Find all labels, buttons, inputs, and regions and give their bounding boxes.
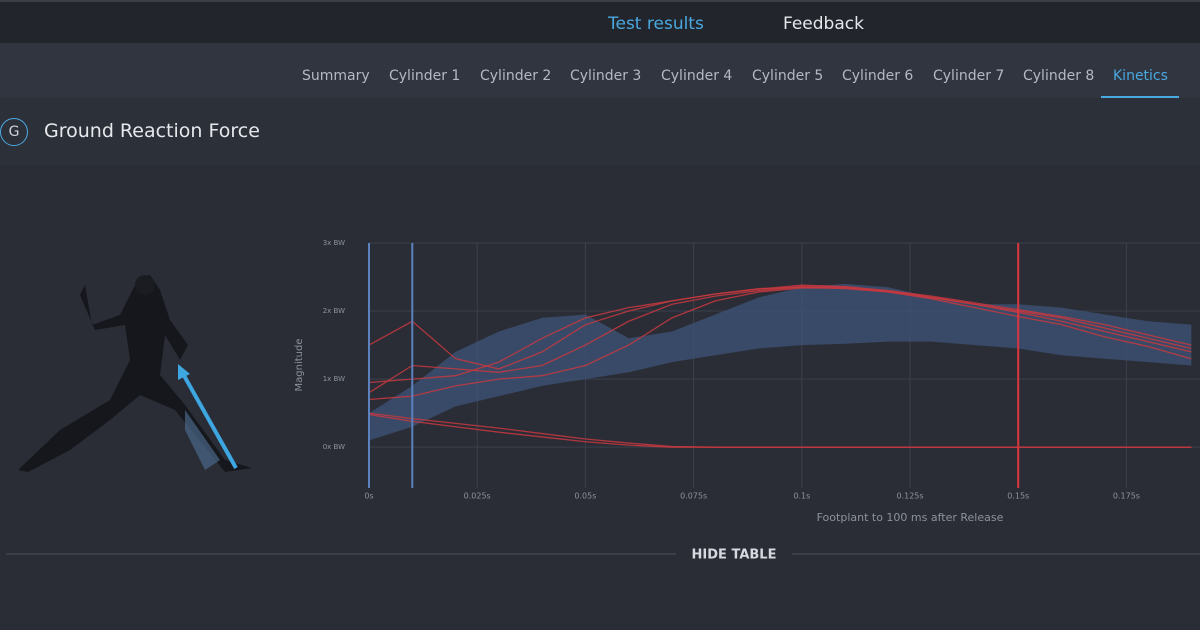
x-tick-label: 0.125s [896, 492, 923, 501]
force-line [368, 287, 1192, 401]
sub-tab[interactable]: Cylinder 4 [661, 68, 733, 84]
sub-tab[interactable]: Summary [302, 68, 370, 84]
y-tick-label: 3x BW [323, 239, 345, 247]
section-badge: G [0, 118, 28, 146]
sub-tab[interactable]: Cylinder 8 [1023, 68, 1095, 84]
sub-nav: Summary Cylinder 1 Cylinder 2 Cylinder 3 Cyl… [0, 43, 1200, 98]
hide-table-button[interactable]: HIDE TABLE [692, 548, 777, 563]
force-line [368, 413, 1192, 448]
nav-tab[interactable]: Test results [608, 14, 704, 34]
sub-tab[interactable]: Cylinder 2 [480, 68, 552, 84]
x-tick-label: 0s [364, 492, 373, 501]
force-line [368, 286, 1192, 384]
sub-tab[interactable]: Cylinder 5 [752, 68, 824, 84]
force-line [368, 284, 1192, 370]
force-line [368, 412, 1192, 448]
x-tick-label: 0.15s [1007, 492, 1029, 501]
sub-tab[interactable]: Cylinder 6 [842, 68, 914, 84]
sub-tab[interactable]: Cylinder 1 [389, 68, 461, 84]
y-axis-label: Magnitude [294, 339, 305, 392]
x-tick-label: 0.1s [793, 492, 810, 501]
x-tick-label: 0.05s [574, 492, 596, 501]
sub-tab[interactable]: Cylinder 3 [570, 68, 642, 84]
figure [18, 275, 252, 472]
sub-tab[interactable]: Kinetics [1113, 68, 1168, 84]
top-nav: Test results Feedback [0, 0, 1200, 43]
sub-tab[interactable]: Cylinder 7 [933, 68, 1005, 84]
force-line [368, 285, 1192, 394]
y-tick-label: 0x BW [323, 443, 345, 451]
section-header: G Ground Reaction Force [0, 98, 1200, 165]
section-title: Ground Reaction Force [44, 120, 260, 142]
active-underline [1101, 96, 1179, 98]
x-axis-label: Footplant to 100 ms after Release [817, 511, 1004, 524]
y-tick-label: 2x BW [323, 307, 345, 315]
x-tick-label: 0.075s [680, 492, 707, 501]
x-tick-label: 0.175s [1113, 492, 1140, 501]
x-tick-label: 0.025s [464, 492, 491, 501]
y-tick-label: 1x BW [323, 375, 345, 383]
nav-tab[interactable]: Feedback [783, 14, 864, 34]
norm-band [369, 283, 1192, 441]
